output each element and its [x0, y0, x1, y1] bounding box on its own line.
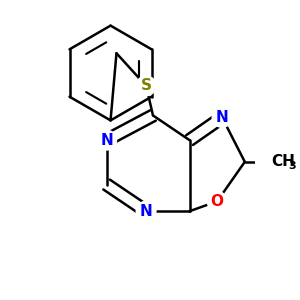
Text: O: O — [211, 194, 224, 209]
Text: 3: 3 — [288, 161, 296, 171]
Text: N: N — [216, 110, 229, 125]
Text: CH: CH — [272, 154, 295, 169]
Circle shape — [136, 76, 156, 96]
Text: N: N — [140, 204, 152, 219]
Text: N: N — [100, 133, 113, 148]
Circle shape — [97, 130, 116, 150]
Circle shape — [212, 108, 232, 127]
Circle shape — [136, 201, 156, 221]
Circle shape — [256, 146, 287, 178]
Text: S: S — [141, 78, 152, 93]
Circle shape — [207, 191, 227, 211]
